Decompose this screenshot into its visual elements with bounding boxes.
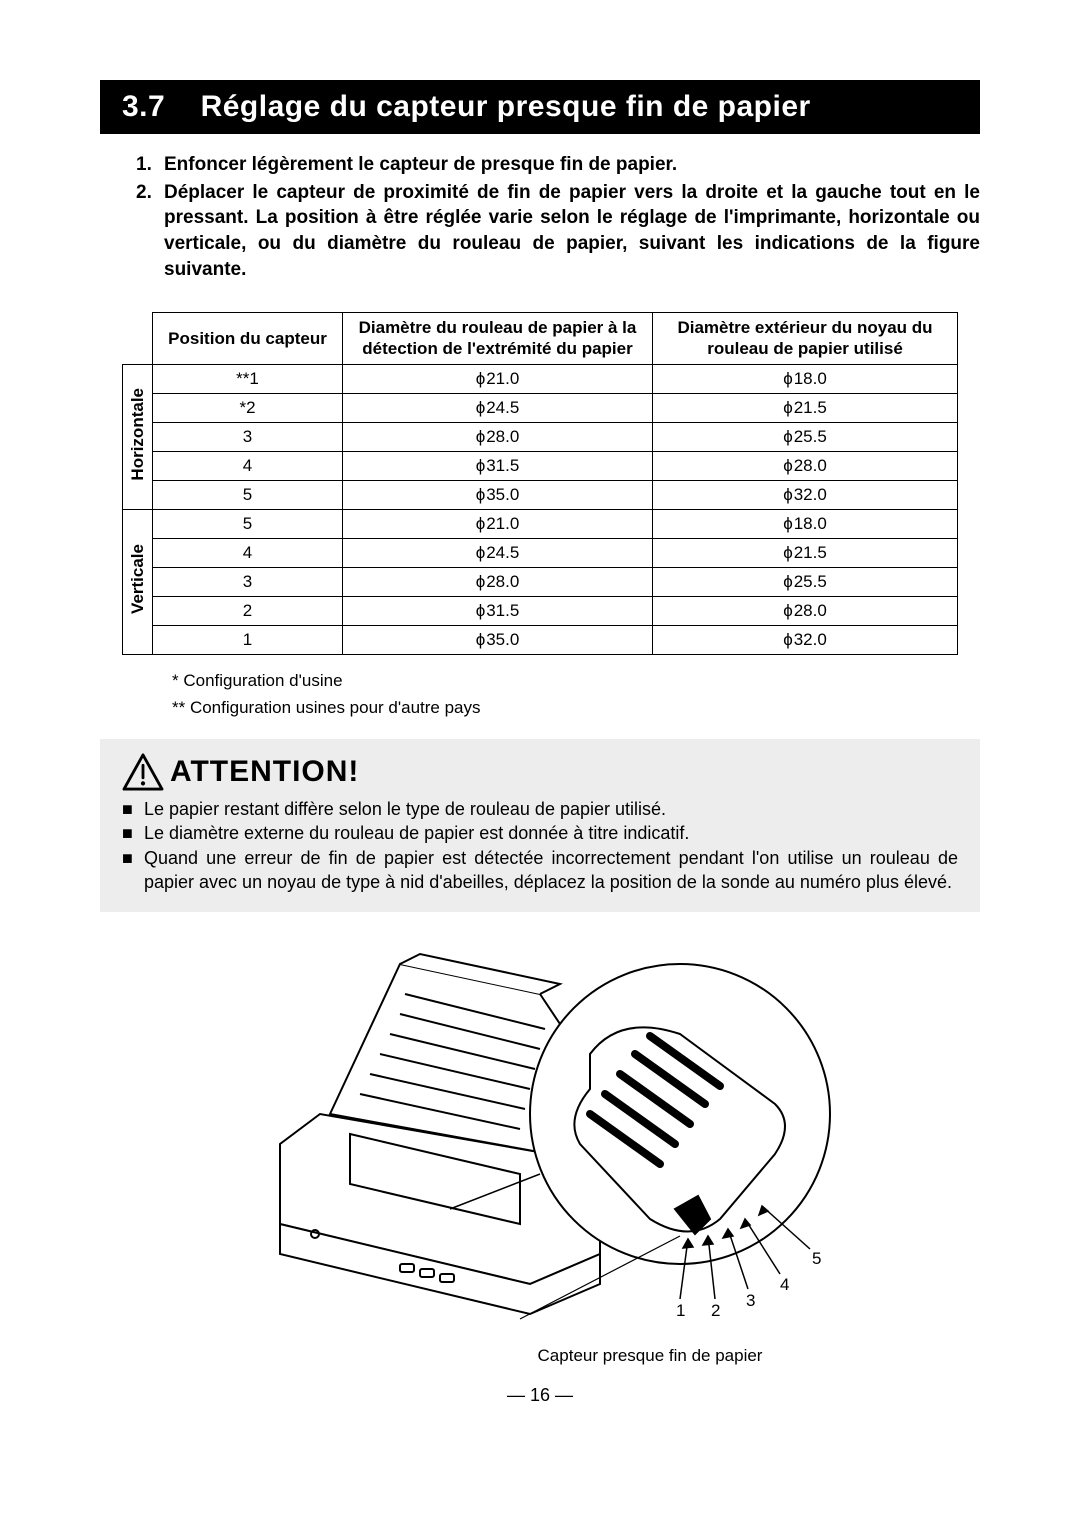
attention-item: ■ Le diamètre externe du rouleau de papi… [122,821,958,845]
cell-d1: 24.5 [343,538,653,567]
callout-4: 4 [780,1275,789,1294]
instruction-number: 2. [136,180,164,283]
instruction-item: 2. Déplacer le capteur de proximité de f… [136,180,980,283]
spacer [123,313,153,365]
printer-sensor-illustration: 1 2 3 4 5 [220,924,860,1334]
footnote: ** Configuration usines pour d'autre pay… [172,694,958,721]
instruction-text: Déplacer le capteur de proximité de fin … [164,180,980,283]
cell-pos: 4 [153,451,343,480]
table-header-position: Position du capteur [153,313,343,365]
cell-d2: 25.5 [653,567,958,596]
instruction-number: 1. [136,152,164,178]
cell-d1: 35.0 [343,625,653,654]
attention-header: ATTENTION! [122,753,958,791]
cell-d1: 21.0 [343,364,653,393]
cell-d2: 32.0 [653,480,958,509]
cell-d2: 28.0 [653,596,958,625]
callout-5: 5 [812,1249,821,1268]
section-title: Réglage du capteur presque fin de papier [201,90,811,123]
attention-title: ATTENTION! [170,755,359,789]
attention-box: ATTENTION! ■ Le papier restant diffère s… [100,739,980,912]
bullet-square-icon: ■ [122,821,144,845]
cell-d1: 24.5 [343,393,653,422]
figure-area: 1 2 3 4 5 Capteur presque fin de papier [100,924,980,1367]
warning-triangle-icon [122,753,164,791]
callout-3: 3 [746,1291,755,1310]
instruction-text: Enfoncer légèrement le capteur de presqu… [164,152,980,178]
cell-d1: 28.0 [343,422,653,451]
cell-d2: 18.0 [653,509,958,538]
cell-pos: 3 [153,422,343,451]
attention-text: Le papier restant diffère selon le type … [144,797,666,821]
instructions-list: 1. Enfoncer légèrement le capteur de pre… [100,152,980,282]
cell-d2: 21.5 [653,538,958,567]
bullet-square-icon: ■ [122,797,144,821]
cell-d2: 21.5 [653,393,958,422]
section-header: 3.7 Réglage du capteur presque fin de pa… [100,80,980,134]
table-row: 4 24.5 21.5 [123,538,958,567]
attention-item: ■ Le papier restant diffère selon le typ… [122,797,958,821]
cell-d1: 31.5 [343,596,653,625]
cell-d2: 32.0 [653,625,958,654]
table-row: 3 28.0 25.5 [123,567,958,596]
cell-pos: 2 [153,596,343,625]
table-row: *2 24.5 21.5 [123,393,958,422]
cell-d1: 35.0 [343,480,653,509]
group-label-verticale: Verticale [123,509,153,654]
attention-list: ■ Le papier restant diffère selon le typ… [122,797,958,894]
bullet-square-icon: ■ [122,846,144,895]
table-row: 5 35.0 32.0 [123,480,958,509]
cell-pos: 1 [153,625,343,654]
cell-d2: 18.0 [653,364,958,393]
cell-pos: **1 [153,364,343,393]
cell-pos: 5 [153,480,343,509]
cell-d1: 31.5 [343,451,653,480]
cell-pos: 3 [153,567,343,596]
group-label-horizontale: Horizontale [123,364,153,509]
attention-item: ■ Quand une erreur de fin de papier est … [122,846,958,895]
table-row: Verticale 5 21.0 18.0 [123,509,958,538]
table-row: 2 31.5 28.0 [123,596,958,625]
table-header-diameter-core: Diamètre extérieur du noyau du rouleau d… [653,313,958,365]
attention-text: Quand une erreur de fin de papier est dé… [144,846,958,895]
table-row: 3 28.0 25.5 [123,422,958,451]
table-header-diameter-detect: Diamètre du rouleau de papier à la détec… [343,313,653,365]
instruction-item: 1. Enfoncer légèrement le capteur de pre… [136,152,980,178]
callout-2: 2 [711,1301,720,1320]
footnotes: * Configuration d'usine ** Configuration… [122,655,958,721]
table-row: 4 31.5 28.0 [123,451,958,480]
cell-d2: 25.5 [653,422,958,451]
sensor-position-table: Position du capteur Diamètre du rouleau … [122,312,958,655]
cell-pos: 5 [153,509,343,538]
attention-text: Le diamètre externe du rouleau de papier… [144,821,689,845]
cell-d2: 28.0 [653,451,958,480]
callout-1: 1 [676,1301,685,1320]
cell-pos: *2 [153,393,343,422]
table-row: 1 35.0 32.0 [123,625,958,654]
cell-d1: 21.0 [343,509,653,538]
cell-d1: 28.0 [343,567,653,596]
figure-caption: Capteur presque fin de papier [538,1345,763,1367]
cell-pos: 4 [153,538,343,567]
footnote: * Configuration d'usine [172,667,958,694]
page-number: — 16 — [100,1385,980,1406]
table-row: Horizontale **1 21.0 18.0 [123,364,958,393]
section-number: 3.7 [122,90,165,123]
